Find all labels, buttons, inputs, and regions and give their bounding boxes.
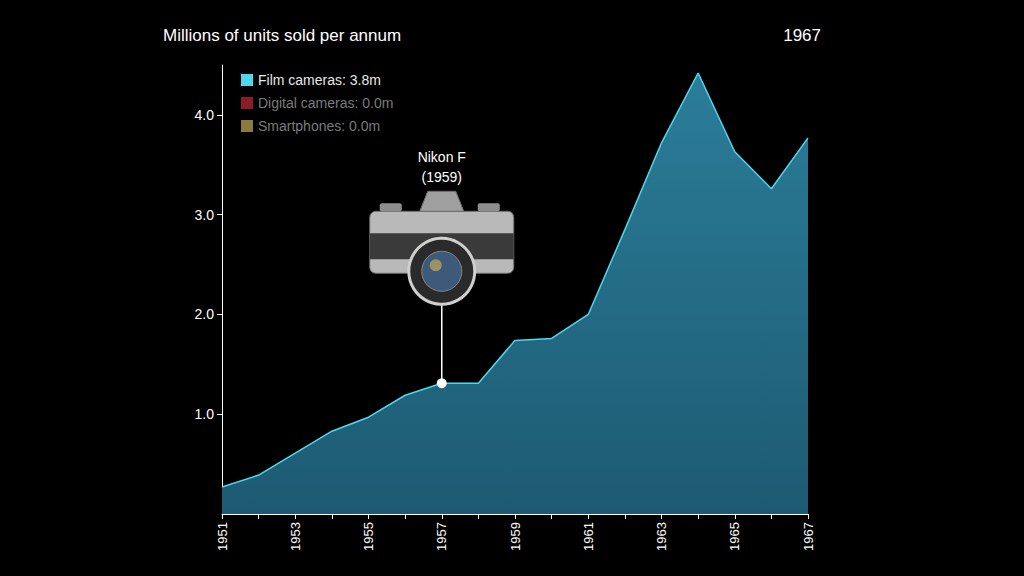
svg-text:1955: 1955 (361, 522, 376, 551)
svg-text:Smartphones: 0.0m: Smartphones: 0.0m (258, 118, 380, 134)
svg-text:Film cameras: 3.8m: Film cameras: 3.8m (258, 72, 381, 88)
svg-text:Nikon F: Nikon F (418, 149, 466, 165)
svg-text:1965: 1965 (727, 522, 742, 551)
svg-text:1959: 1959 (508, 522, 523, 551)
svg-text:1963: 1963 (654, 522, 669, 551)
svg-text:(1959): (1959) (422, 169, 462, 185)
svg-text:1967: 1967 (783, 26, 821, 45)
svg-text:1957: 1957 (434, 522, 449, 551)
svg-text:3.0: 3.0 (195, 207, 215, 223)
svg-text:4.0: 4.0 (195, 107, 215, 123)
svg-text:Millions of units sold per ann: Millions of units sold per annum (163, 26, 401, 45)
svg-text:1953: 1953 (288, 522, 303, 551)
svg-text:1951: 1951 (215, 522, 230, 551)
svg-text:1.0: 1.0 (195, 406, 215, 422)
svg-text:1967: 1967 (801, 522, 816, 551)
svg-text:1961: 1961 (581, 522, 596, 551)
svg-text:Digital cameras: 0.0m: Digital cameras: 0.0m (258, 95, 393, 111)
svg-text:2.0: 2.0 (195, 306, 215, 322)
